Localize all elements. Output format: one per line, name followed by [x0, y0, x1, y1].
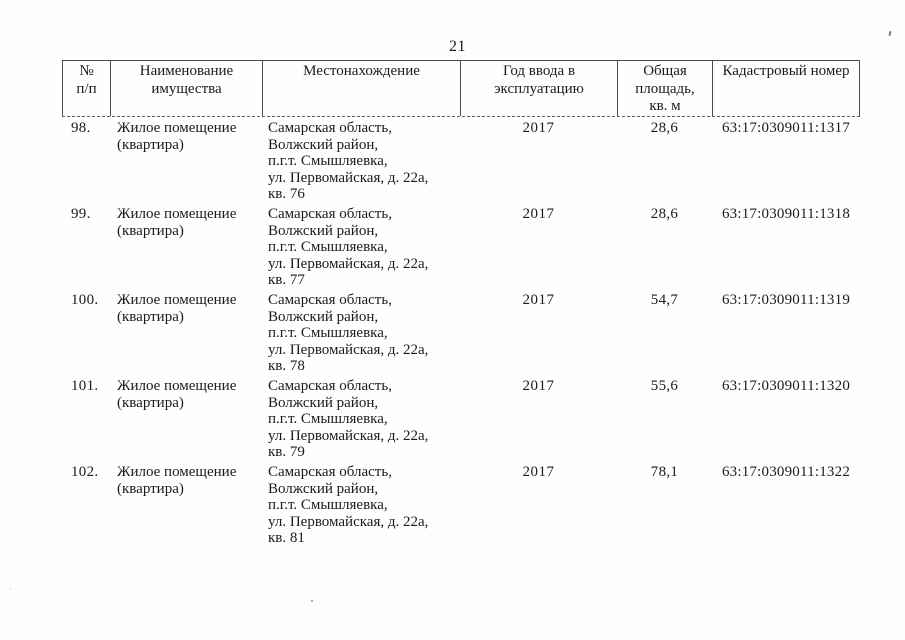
- cell-commission-year: 2017: [522, 464, 555, 480]
- cell-commission-year: 2017: [522, 378, 555, 394]
- cell-cadastral-number: 63:17:0309011:1322: [721, 464, 851, 480]
- cell-cadastral-number: 63:17:0309011:1317: [721, 120, 851, 136]
- property-table: № п/п Наименование имущества Местонахожд…: [62, 60, 860, 550]
- cell-location: Самарская область, Волжский район, п.г.т…: [268, 120, 429, 203]
- header-cell-row-number: № п/п: [63, 61, 111, 116]
- cell-cadastral-number: 63:17:0309011:1320: [721, 378, 851, 394]
- cell-row-number: 101.: [71, 378, 99, 394]
- header-cell-property-name: Наименование имущества: [111, 61, 263, 116]
- table-body: 98. Жилое помещение (квартира) Самарская…: [62, 117, 860, 550]
- cell-location: Самарская область, Волжский район, п.г.т…: [268, 206, 429, 289]
- cell-location: Самарская область, Волжский район, п.г.т…: [268, 292, 429, 375]
- header-cell-location: Местонахождение: [263, 61, 461, 116]
- cell-total-area: 55,6: [650, 378, 679, 394]
- cell-total-area: 54,7: [650, 292, 679, 308]
- cell-property-name: Жилое помещение (квартира): [117, 464, 237, 497]
- cell-location: Самарская область, Волжский район, п.г.т…: [268, 378, 429, 461]
- cell-row-number: 98.: [71, 120, 91, 136]
- cell-row-number: 99.: [71, 206, 91, 222]
- cell-row-number: 102.: [71, 464, 99, 480]
- cell-property-name: Жилое помещение (квартира): [117, 292, 237, 325]
- cell-total-area: 28,6: [650, 120, 679, 136]
- table-row: 101. Жилое помещение (квартира) Самарска…: [62, 378, 860, 464]
- cell-total-area: 28,6: [650, 206, 679, 222]
- header-cell-total-area: Общая площадь, кв. м: [618, 61, 713, 116]
- scan-tick-mark: [888, 30, 892, 37]
- cell-property-name: Жилое помещение (квартира): [117, 378, 237, 411]
- cell-commission-year: 2017: [522, 292, 555, 308]
- cell-row-number: 100.: [71, 292, 99, 308]
- table-row: 98. Жилое помещение (квартира) Самарская…: [62, 120, 860, 206]
- table-row: 102. Жилое помещение (квартира) Самарска…: [62, 464, 860, 550]
- table-row: 99. Жилое помещение (квартира) Самарская…: [62, 206, 860, 292]
- cell-location: Самарская область, Волжский район, п.г.т…: [268, 464, 429, 547]
- cell-property-name: Жилое помещение (квартира): [117, 120, 237, 153]
- header-cell-cadastral-number: Кадастровый номер: [722, 63, 850, 79]
- cell-cadastral-number: 63:17:0309011:1318: [721, 206, 851, 222]
- scan-speckle: [311, 600, 313, 602]
- cell-commission-year: 2017: [522, 120, 555, 136]
- scan-speckle: [10, 588, 11, 590]
- table-row: 100. Жилое помещение (квартира) Самарска…: [62, 292, 860, 378]
- page-number: 21: [449, 38, 466, 55]
- header-cell-commission-year: Год ввода в эксплуатацию: [461, 61, 618, 116]
- table-header-row: № п/п Наименование имущества Местонахожд…: [62, 60, 860, 117]
- cell-total-area: 78,1: [650, 464, 679, 480]
- cell-commission-year: 2017: [522, 206, 555, 222]
- cell-cadastral-number: 63:17:0309011:1319: [721, 292, 851, 308]
- cell-property-name: Жилое помещение (квартира): [117, 206, 237, 239]
